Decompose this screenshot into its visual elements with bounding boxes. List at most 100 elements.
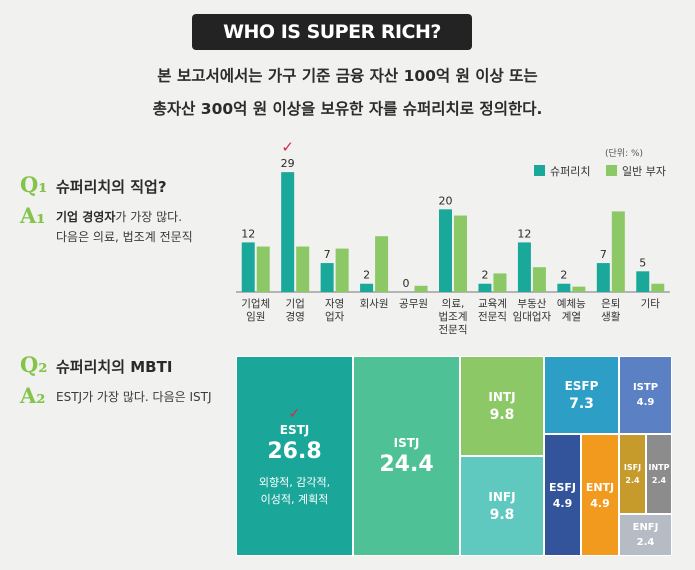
tile-value: 2.4	[636, 537, 655, 548]
bar-superrich-7	[517, 242, 531, 292]
x-tick-label-1-0: 기업	[286, 297, 305, 310]
x-tick-label-4-0: 공무원	[399, 298, 428, 310]
bar-value-label-7: 12	[517, 227, 531, 240]
tile-value: 9.8	[489, 507, 515, 523]
x-tick-label-5-1: 법조계	[439, 311, 468, 323]
treemap-tile-intp: INTP 2.4	[646, 434, 672, 514]
bar-rich-4	[414, 285, 428, 292]
treemap-tile-istj: ISTJ 24.4	[353, 356, 460, 556]
tile-name: ENTJ	[585, 481, 615, 494]
tile-name: ISFJ	[623, 463, 642, 472]
title-banner: WHO IS SUPER RICH?	[192, 14, 472, 50]
treemap-tile-content: ENTJ 4.9	[582, 480, 618, 512]
bar-value-label-4: 0	[403, 277, 410, 290]
chart-unit-label: (단위: %)	[605, 149, 644, 159]
tile-name: ESTJ	[279, 423, 310, 437]
bar-superrich-10	[636, 271, 650, 292]
legend-label-rich: 일반 부자	[621, 165, 666, 178]
tile-value: 9.8	[489, 407, 515, 423]
treemap-tile-istp: ISTP 4.9	[619, 356, 672, 434]
x-tick-label-10-0: 기타	[641, 298, 661, 310]
treemap-tile-content: ISTJ 24.4	[354, 435, 459, 479]
bar-rich-8	[572, 286, 586, 292]
tile-value: 4.9	[590, 497, 610, 510]
treemap-tile-content: ESFJ 4.9	[545, 480, 580, 512]
legend-item-rich: 일반 부자	[605, 165, 666, 178]
bar-superrich-2	[320, 263, 334, 292]
tile-desc-line-0: 외향적, 감각적,	[258, 476, 331, 489]
bar-superrich-1	[281, 172, 295, 292]
bar-value-label-1: 29	[281, 157, 295, 170]
tile-value: 4.9	[636, 397, 655, 408]
tile-name: ISTJ	[393, 436, 420, 450]
treemap-tile-content: INFJ 9.8	[461, 489, 543, 525]
a1-answer-line2: 다음은 의료, 법조계 전문직	[56, 230, 193, 244]
bar-rich-2	[335, 248, 349, 292]
mbti-treemap: ✓ ESTJ 26.8 외향적, 감각적, 이성적, 계획적 ISTJ 24.4 INTJ 9.…	[236, 356, 672, 556]
a1-answer: 기업 경영자가 가장 많다. 다음은 의료, 법조계 전문직	[56, 207, 193, 247]
a1-answer-rest: 가 가장 많다.	[115, 210, 183, 224]
treemap-tile-content: INTJ 9.8	[461, 389, 543, 425]
x-tick-label-5-2: 전문직	[439, 324, 468, 336]
a1-answer-bold: 기업 경영자	[56, 210, 116, 224]
treemap-tile-enfj: ENFJ 2.4	[619, 514, 672, 556]
x-tick-label-8-1: 계열	[562, 311, 581, 323]
treemap-tile-content: INTP 2.4	[647, 462, 671, 488]
q2-question: 슈퍼리치의 MBTI	[56, 358, 173, 376]
legend-item-superrich: 슈퍼리치	[534, 165, 590, 178]
x-tick-label-6-1: 전문직	[478, 311, 507, 323]
x-tick-label-6-0: 교육계	[478, 298, 507, 310]
a2-answer: ESTJ가 가장 많다. 다음은 ISTJ	[56, 390, 212, 404]
tile-check-icon: ✓	[288, 406, 301, 422]
bar-value-label-10: 5	[639, 256, 646, 269]
bar-superrich-3	[360, 283, 374, 292]
bar-rich-5	[454, 215, 467, 292]
bar-rich-1	[296, 246, 310, 292]
intro-line-1: 본 보고서에서는 가구 기준 금융 자산 100억 원 이상 또는	[157, 67, 538, 85]
treemap-tile-estj: ✓ ESTJ 26.8 외향적, 감각적, 이성적, 계획적	[236, 356, 353, 556]
legend-swatch-superrich	[534, 165, 545, 176]
treemap-tile-esfj: ESFJ 4.9	[544, 434, 581, 556]
a2-mark: A₂	[20, 383, 46, 408]
tile-value: 2.4	[651, 476, 667, 485]
x-tick-label-0-0: 기업체	[241, 297, 270, 310]
chart-legend: 슈퍼리치 일반 부자	[534, 163, 678, 179]
bar-rich-6	[493, 273, 507, 292]
bar-value-label-2: 7	[324, 248, 331, 261]
highlight-check-icon: ✓	[281, 138, 294, 156]
tile-name: ESFP	[564, 379, 599, 393]
tile-name: ESFJ	[548, 481, 577, 494]
bar-value-label-6: 2	[481, 269, 488, 282]
tile-value: 7.3	[569, 396, 594, 412]
bar-value-label-8: 2	[560, 269, 567, 282]
x-tick-label-8-0: 예체능	[557, 297, 586, 310]
tile-name: ENFJ	[632, 522, 659, 533]
x-tick-label-9-1: 생활	[601, 310, 621, 323]
treemap-tile-content: ESFP 7.3	[545, 378, 618, 414]
bar-rich-0	[256, 246, 270, 292]
treemap-tile-content: ISFJ 2.4	[620, 462, 645, 488]
x-tick-label-5-0: 의료,	[442, 298, 465, 310]
bar-superrich-9	[596, 263, 610, 292]
occupation-bar-chart: 12기업체임원29✓기업경영7자영업자2회사원0공무원20의료,법조계전문직2교…	[236, 138, 670, 336]
treemap-tile-content: ✓ ESTJ 26.8 외향적, 감각적, 이성적, 계획적	[237, 406, 352, 508]
q1-mark: Q₁	[20, 172, 48, 197]
tile-name: INTP	[648, 463, 670, 472]
bar-rich-9	[611, 211, 625, 292]
tile-name: INTJ	[488, 390, 516, 404]
tile-spacer	[237, 466, 352, 474]
x-tick-label-3-0: 회사원	[360, 298, 389, 310]
treemap-tile-infj: INFJ 9.8	[460, 456, 544, 556]
tile-name: INFJ	[488, 490, 516, 504]
bar-value-label-3: 2	[363, 269, 370, 282]
bar-rich-7	[532, 267, 546, 292]
tile-value: 2.4	[625, 476, 640, 485]
legend-label-superrich: 슈퍼리치	[550, 165, 591, 178]
tile-value: 26.8	[267, 439, 322, 464]
q1-question: 슈퍼리치의 직업?	[56, 178, 167, 196]
tile-name: ISTP	[632, 382, 659, 393]
x-tick-label-2-0: 자영	[325, 298, 344, 310]
x-tick-label-7-1: 임대업자	[513, 310, 552, 323]
treemap-tile-intj: INTJ 9.8	[460, 356, 544, 456]
a1-mark: A₁	[20, 203, 46, 228]
